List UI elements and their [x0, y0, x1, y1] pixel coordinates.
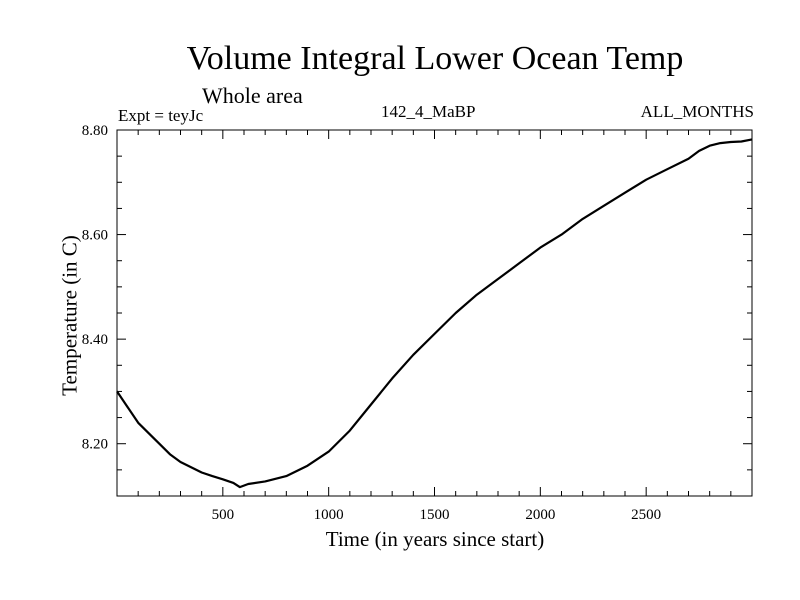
x-tick-label: 500 [212, 507, 235, 523]
x-tick-label: 1500 [420, 507, 450, 523]
y-tick-label: 8.20 [82, 437, 108, 453]
chart-title: Volume Integral Lower Ocean Temp [186, 40, 684, 77]
plot-frame [116, 129, 753, 497]
x-tick-label: 2000 [525, 507, 555, 523]
series-line-temperature [116, 138, 753, 489]
experiment-label: Expt = teyJc [118, 106, 204, 125]
y-tick-label: 8.40 [82, 332, 108, 348]
x-axis-label: Time (in years since start) [325, 527, 545, 551]
x-tick-label: 1000 [314, 507, 344, 523]
y-tick-label: 8.80 [82, 123, 108, 139]
tick-group: 500 1000 1500 2000 2500 8.20 8.40 8.60 8.80 [82, 123, 752, 523]
period-label: 142_4_MaBP [381, 102, 476, 121]
y-tick-label: 8.60 [82, 228, 108, 244]
months-label: ALL_MONTHS [640, 102, 754, 121]
chart-subtitle: Whole area [202, 83, 303, 108]
x-tick-label: 2500 [631, 507, 661, 523]
